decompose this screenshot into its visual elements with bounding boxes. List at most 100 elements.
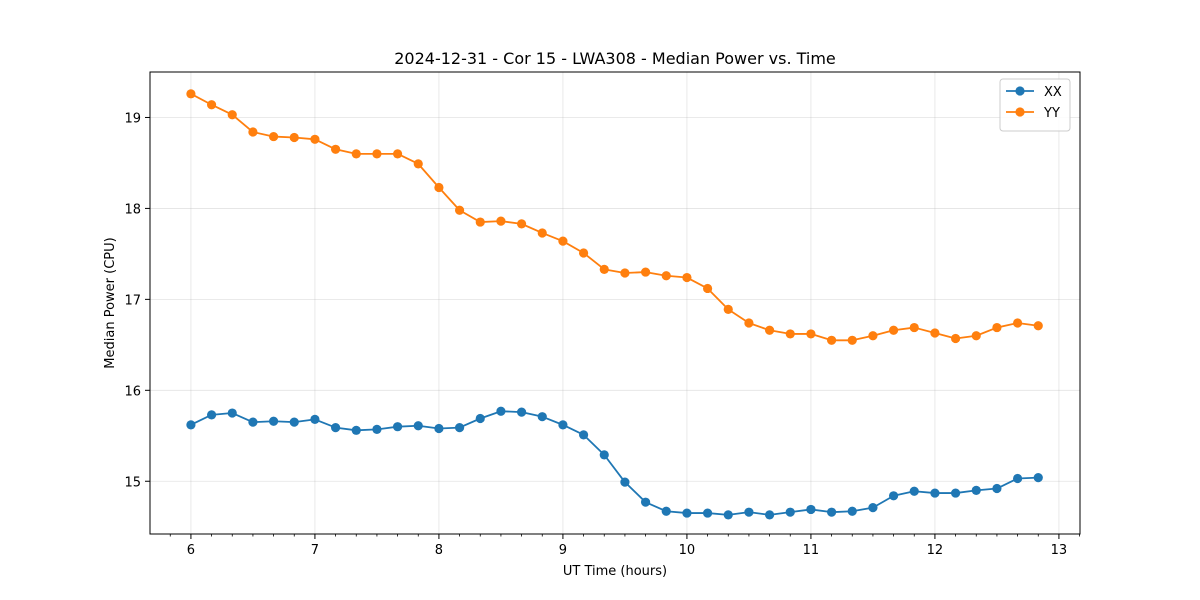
data-point-yy <box>620 268 630 278</box>
data-point-yy <box>186 89 196 99</box>
data-point-yy <box>227 110 237 120</box>
data-point-xx <box>620 477 630 487</box>
y-tick-label: 16 <box>124 384 141 399</box>
x-tick-label: 7 <box>311 543 319 558</box>
grid <box>150 72 1080 534</box>
data-point-yy <box>599 264 609 274</box>
data-point-xx <box>248 417 258 427</box>
data-point-xx <box>599 450 609 460</box>
data-point-xx <box>888 491 899 501</box>
data-point-yy <box>475 217 485 227</box>
data-point-xx <box>310 414 320 425</box>
data-point-yy <box>434 182 444 193</box>
data-point-yy <box>351 149 361 159</box>
data-point-xx <box>434 423 444 434</box>
data-point-yy <box>516 219 527 229</box>
data-point-xx <box>702 508 713 518</box>
data-point-yy <box>392 149 403 159</box>
data-point-xx <box>227 408 237 418</box>
data-point-yy <box>330 144 341 154</box>
x-tick-label: 11 <box>803 543 820 558</box>
data-point-xx <box>785 507 795 517</box>
y-tick-label: 15 <box>124 475 141 490</box>
data-point-xx <box>661 506 671 516</box>
data-point-xx <box>1033 473 1043 483</box>
data-point-yy <box>496 216 506 226</box>
data-point-yy <box>826 335 837 345</box>
data-point-yy <box>785 329 795 339</box>
data-point-yy <box>806 329 816 339</box>
y-tick-label: 18 <box>124 202 141 217</box>
x-tick-label: 9 <box>559 543 567 558</box>
data-point-yy <box>723 304 733 314</box>
data-point-yy <box>847 335 857 345</box>
data-point-yy <box>413 159 423 169</box>
data-point-yy <box>372 149 382 159</box>
x-tick-label: 12 <box>927 543 944 558</box>
x-tick-label: 13 <box>1051 543 1068 558</box>
data-point-xx <box>372 424 382 435</box>
x-axis-label: UT Time (hours) <box>563 564 667 579</box>
data-point-xx <box>992 483 1002 494</box>
data-point-yy <box>640 267 651 277</box>
data-point-xx <box>806 504 816 515</box>
data-point-xx <box>330 422 341 433</box>
data-point-yy <box>682 272 692 283</box>
data-point-yy <box>268 131 279 142</box>
legend-label-xx: XX <box>1044 85 1062 100</box>
data-point-xx <box>950 488 961 498</box>
data-point-xx <box>413 421 423 431</box>
data-point-xx <box>558 420 568 430</box>
series-yy <box>186 89 1043 345</box>
data-point-yy <box>310 134 320 144</box>
ticks: 6 7 8 9 10 11 12 13 15 16 17 18 19 <box>124 111 1080 558</box>
data-point-yy <box>661 271 671 281</box>
data-point-yy <box>992 322 1002 333</box>
data-point-yy <box>764 325 775 335</box>
data-point-xx <box>682 508 692 518</box>
data-point-xx <box>578 430 589 440</box>
data-point-yy <box>537 228 547 238</box>
data-point-yy <box>868 331 878 341</box>
data-point-xx <box>930 488 940 498</box>
data-point-xx <box>351 425 361 435</box>
data-point-yy <box>930 328 940 338</box>
data-point-xx <box>454 422 465 433</box>
data-point-yy <box>950 333 961 344</box>
data-point-yy <box>558 236 568 246</box>
data-point-yy <box>578 248 589 258</box>
data-point-xx <box>971 485 981 495</box>
data-point-xx <box>537 412 547 422</box>
y-tick-label: 17 <box>124 293 141 308</box>
data-point-xx <box>744 507 754 517</box>
y-axis-label: Median Power (CPU) <box>103 237 118 368</box>
data-point-xx <box>640 497 651 507</box>
legend-label-yy: YY <box>1043 106 1060 121</box>
data-point-xx <box>268 416 279 426</box>
legend: XX YY <box>999 78 1071 132</box>
data-point-xx <box>496 406 506 416</box>
data-point-yy <box>971 331 981 341</box>
data-point-xx <box>1012 473 1023 484</box>
data-point-yy <box>702 283 713 294</box>
series-layer <box>186 89 1043 520</box>
chart-title: 2024-12-31 - Cor 15 - LWA308 - Median Po… <box>394 49 836 68</box>
data-point-xx <box>475 413 485 424</box>
x-tick-label: 6 <box>187 543 195 558</box>
data-point-xx <box>909 486 919 496</box>
x-tick-label: 8 <box>435 543 443 558</box>
legend-marker-xx <box>1015 86 1025 96</box>
data-point-xx <box>847 506 857 516</box>
series-xx <box>186 406 1043 520</box>
data-point-xx <box>392 422 403 432</box>
data-point-xx <box>186 420 196 430</box>
data-point-xx <box>516 407 527 417</box>
y-tick-label: 19 <box>124 111 141 126</box>
plot-frame <box>149 71 1081 535</box>
x-tick-label: 10 <box>679 543 696 558</box>
data-point-xx <box>289 417 299 427</box>
data-point-yy <box>206 100 217 110</box>
data-point-xx <box>868 503 878 513</box>
data-point-yy <box>289 132 299 143</box>
data-point-xx <box>826 507 837 517</box>
